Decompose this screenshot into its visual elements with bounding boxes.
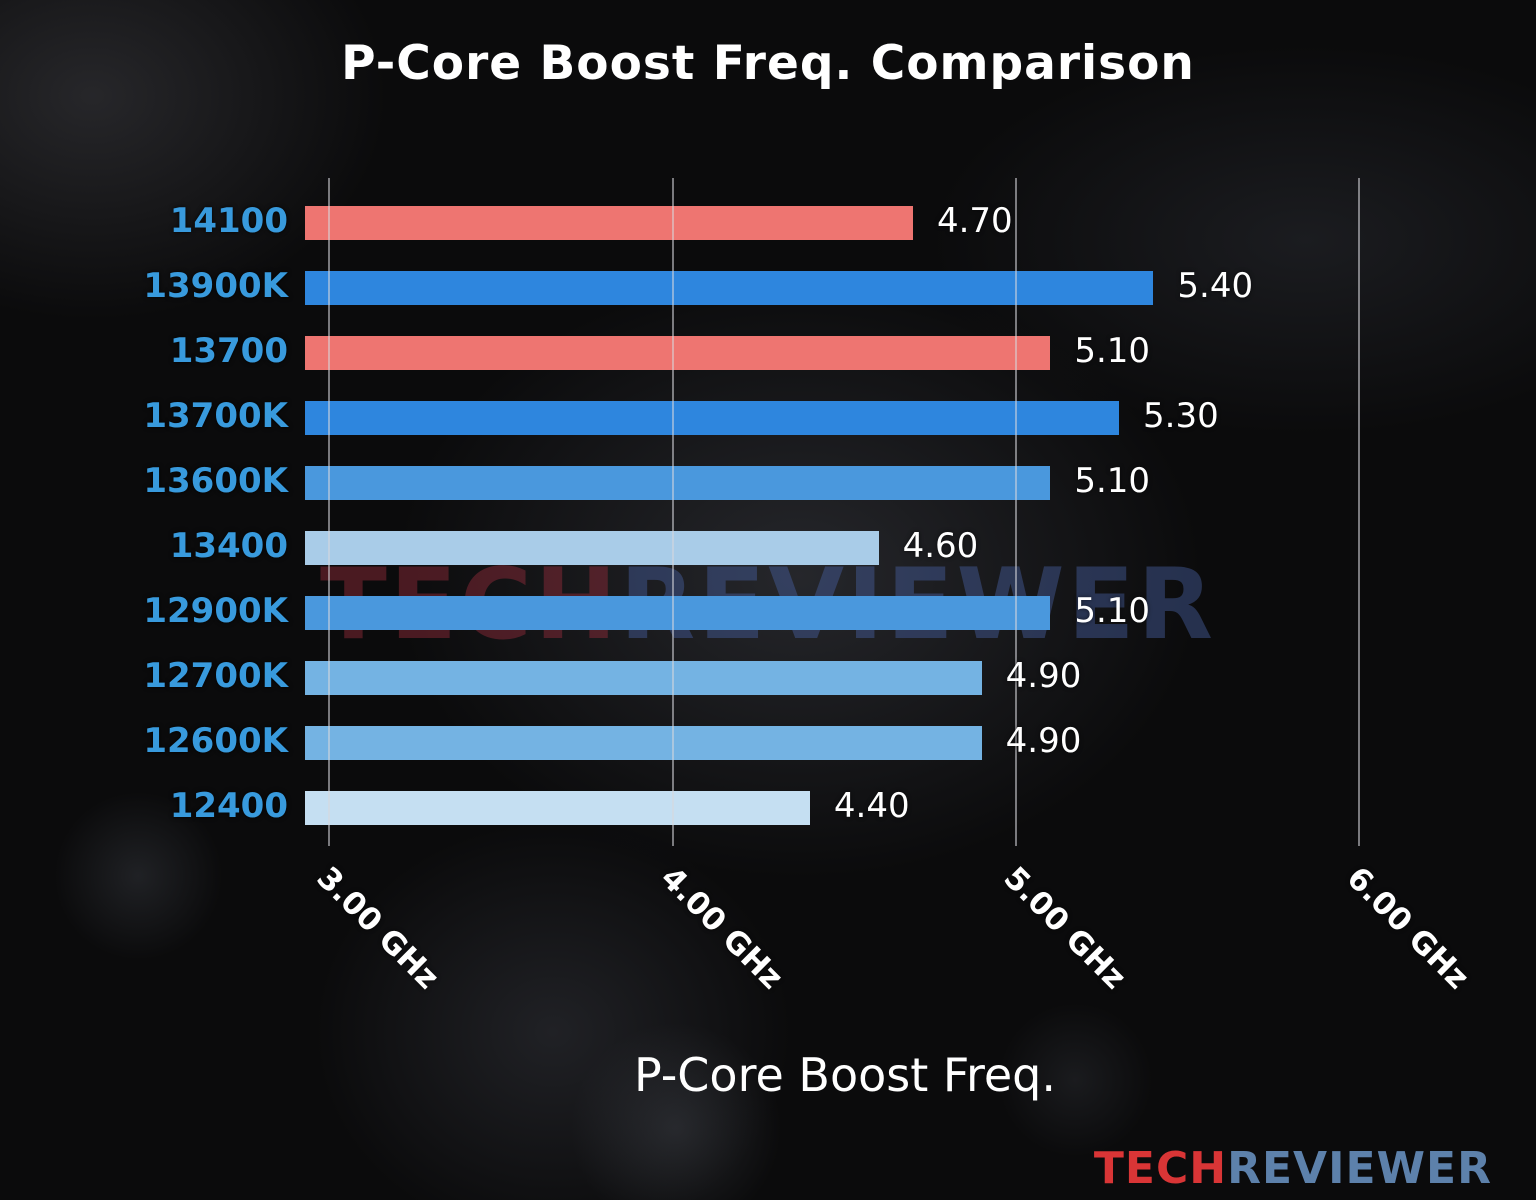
category-label: 12700K	[143, 655, 288, 696]
value-label: 4.70	[936, 200, 1013, 241]
x-tick-label: 5.00 GHz	[996, 860, 1133, 997]
bar	[305, 595, 1051, 630]
bar	[305, 205, 913, 240]
gridline	[328, 178, 331, 846]
value-label: 4.40	[833, 785, 910, 826]
chart-title: P-Core Boost Freq. Comparison	[341, 36, 1195, 91]
value-label: 4.90	[1005, 655, 1082, 696]
value-label: 5.10	[1074, 460, 1151, 501]
gridline	[1015, 178, 1017, 846]
gridline	[671, 178, 674, 846]
category-label: 12600K	[143, 720, 288, 761]
value-label: 5.10	[1074, 330, 1151, 371]
bar	[305, 660, 982, 695]
category-label: 12900K	[143, 590, 288, 631]
bar	[305, 270, 1154, 305]
bar	[305, 790, 810, 825]
category-label: 13900K	[143, 265, 288, 306]
x-tick-label: 3.00 GHz	[309, 860, 446, 997]
gridline	[1358, 178, 1361, 846]
bar	[305, 465, 1051, 500]
category-label: 13700K	[143, 395, 288, 436]
bar	[305, 530, 879, 565]
value-label: 5.40	[1177, 265, 1254, 306]
bar	[305, 725, 982, 760]
category-label: 12400	[169, 785, 288, 826]
bar	[305, 400, 1120, 435]
x-tick-label: 4.00 GHz	[653, 860, 790, 997]
site-logo-tech: TECH	[1093, 1143, 1228, 1194]
value-label: 5.30	[1143, 395, 1219, 436]
category-label: 13400	[169, 525, 288, 566]
x-axis-title: P-Core Boost Freq.	[633, 1048, 1057, 1102]
value-label: 4.60	[902, 525, 979, 566]
value-label: 5.10	[1074, 590, 1151, 631]
bar	[305, 335, 1051, 370]
site-logo: TECHREVIEWER	[1094, 1143, 1492, 1194]
category-label: 13700	[169, 330, 288, 371]
x-tick-label: 6.00 GHz	[1340, 860, 1477, 997]
category-label: 13600K	[143, 460, 288, 501]
value-label: 4.90	[1005, 720, 1082, 761]
category-label: 14100	[169, 200, 288, 241]
site-logo-reviewer: REVIEWER	[1227, 1143, 1492, 1194]
